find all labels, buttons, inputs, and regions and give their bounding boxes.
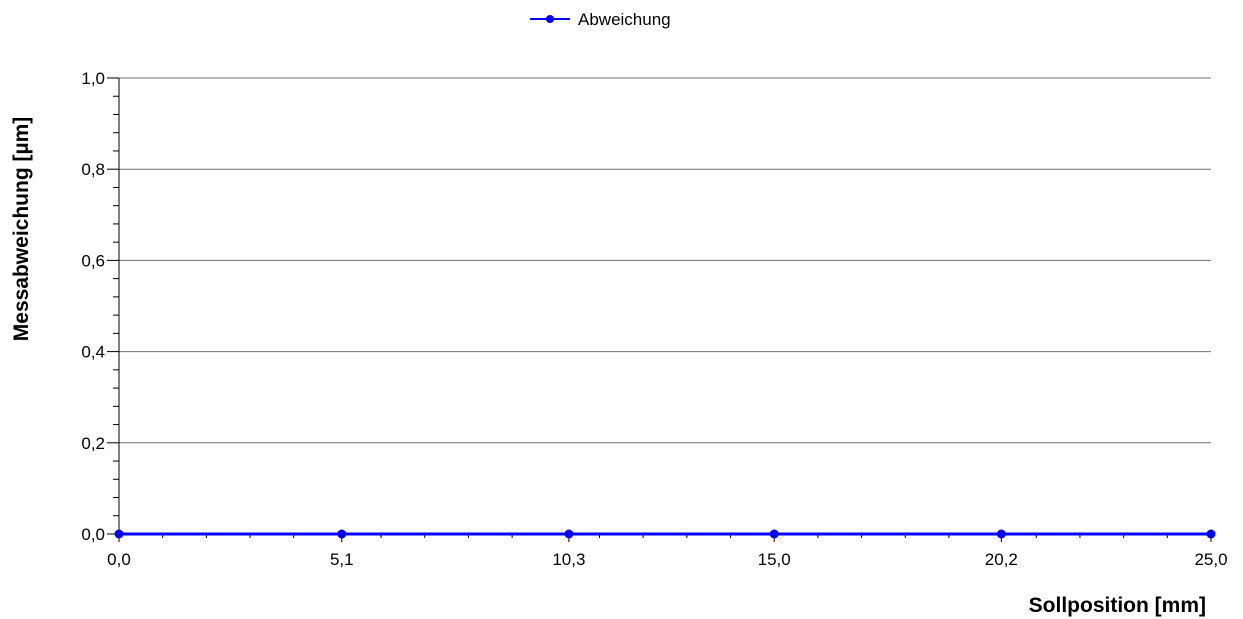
data-point	[769, 529, 779, 539]
x-tick-label: 10,3	[552, 550, 585, 569]
x-tick-label: 20,2	[985, 550, 1018, 569]
legend-label: Abweichung	[578, 10, 671, 29]
legend-marker	[546, 15, 554, 23]
y-tick-label: 0,2	[81, 434, 105, 453]
y-tick-label: 0,8	[81, 160, 105, 179]
data-point	[564, 529, 574, 539]
y-axis-title: Messabweichung [µm]	[10, 117, 33, 341]
y-tick-label: 0,0	[81, 525, 105, 544]
x-axis-title: Sollposition [mm]	[1029, 594, 1206, 617]
x-tick-labels: 0,0 5,1 10,3 15,0 20,2 25,0	[107, 550, 1227, 569]
data-point	[114, 529, 124, 539]
x-tick-label: 25,0	[1194, 550, 1227, 569]
x-tick-label: 15,0	[758, 550, 791, 569]
legend: Abweichung	[530, 10, 671, 29]
series-abweichung	[114, 529, 1216, 539]
grid-lines	[107, 77, 1212, 542]
x-tick-label: 5,1	[330, 550, 354, 569]
y-tick-label: 1,0	[81, 69, 105, 88]
y-tick-labels: 0,0 0,2 0,4 0,6 0,8 1,0	[81, 69, 105, 544]
x-tick-label: 0,0	[107, 550, 131, 569]
y-tick-label: 0,4	[81, 343, 105, 362]
minor-ticks	[113, 95, 1168, 538]
y-tick-label: 0,6	[81, 251, 105, 270]
data-point	[996, 529, 1006, 539]
data-point	[337, 529, 347, 539]
data-point	[1206, 529, 1216, 539]
